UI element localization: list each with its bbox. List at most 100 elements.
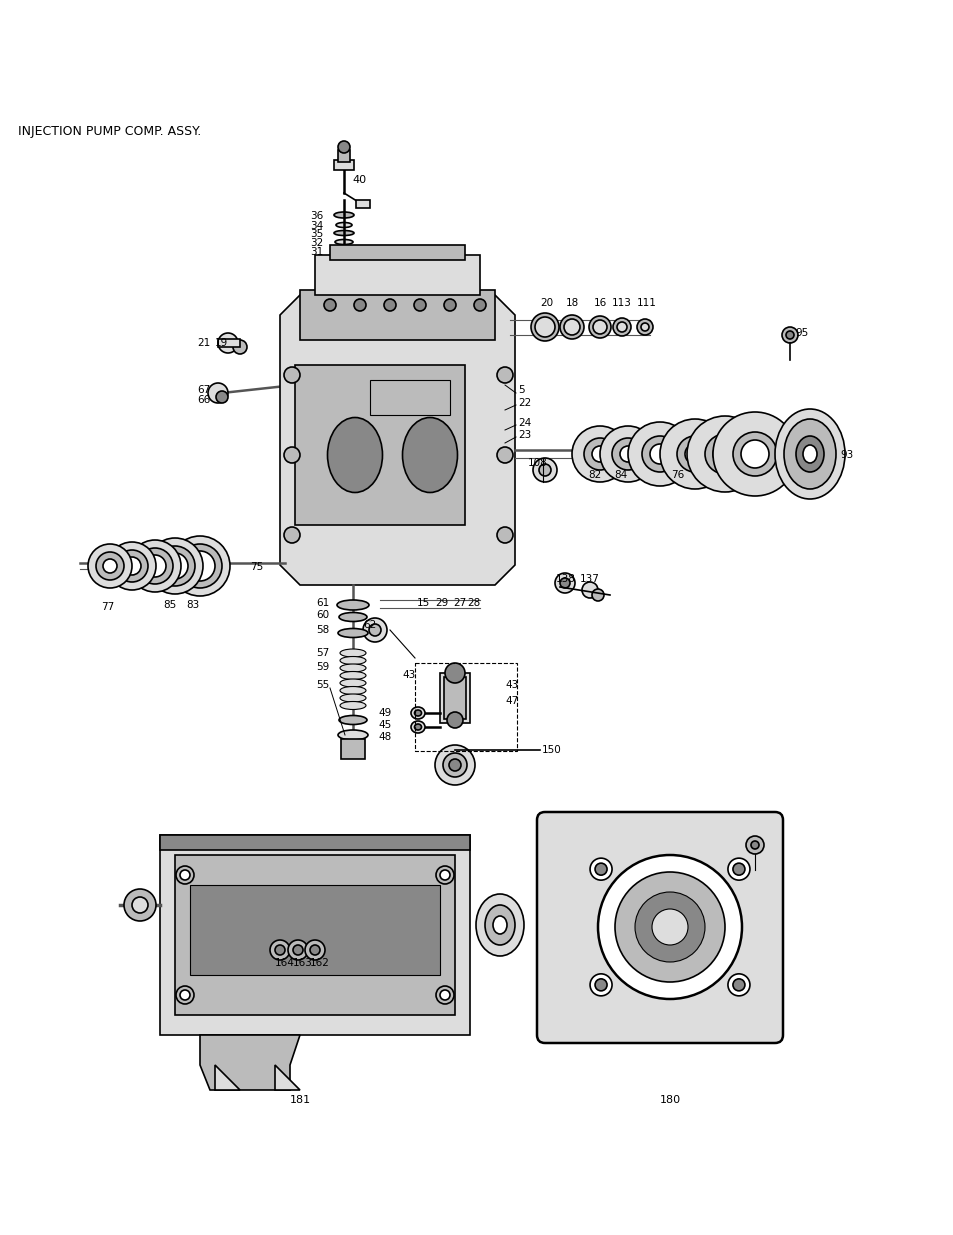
Circle shape — [497, 367, 513, 383]
Circle shape — [612, 438, 643, 471]
Circle shape — [615, 872, 724, 982]
Text: 76: 76 — [670, 471, 683, 480]
Circle shape — [583, 438, 616, 471]
Circle shape — [745, 836, 763, 853]
Text: 162: 162 — [310, 958, 330, 968]
Circle shape — [727, 974, 749, 995]
Circle shape — [686, 416, 762, 492]
Circle shape — [635, 892, 704, 962]
Text: 180: 180 — [659, 1095, 679, 1105]
Circle shape — [215, 391, 228, 403]
Circle shape — [559, 315, 583, 338]
Text: 43: 43 — [402, 671, 416, 680]
Circle shape — [474, 299, 485, 311]
Ellipse shape — [411, 721, 424, 734]
Circle shape — [619, 446, 636, 462]
Text: 31: 31 — [310, 247, 323, 257]
Text: 23: 23 — [517, 430, 531, 440]
Circle shape — [640, 324, 648, 331]
Ellipse shape — [337, 730, 368, 740]
Text: 82: 82 — [587, 471, 600, 480]
Ellipse shape — [338, 715, 367, 725]
Text: 55: 55 — [315, 680, 329, 690]
Circle shape — [581, 582, 598, 598]
Ellipse shape — [339, 672, 366, 679]
Ellipse shape — [339, 650, 366, 657]
Text: 29: 29 — [435, 598, 448, 608]
Text: 15: 15 — [416, 598, 430, 608]
Text: 47: 47 — [504, 697, 517, 706]
Bar — [190, 885, 439, 974]
Text: INJECTION PUMP COMP. ASSY.: INJECTION PUMP COMP. ASSY. — [18, 125, 201, 138]
Circle shape — [436, 986, 454, 1004]
Circle shape — [363, 618, 387, 642]
Bar — [337, 149, 350, 162]
Ellipse shape — [339, 687, 366, 694]
Ellipse shape — [335, 240, 353, 245]
FancyBboxPatch shape — [537, 811, 782, 1044]
Ellipse shape — [327, 417, 382, 493]
Ellipse shape — [339, 664, 366, 672]
Circle shape — [712, 412, 796, 496]
Circle shape — [750, 841, 759, 848]
Circle shape — [439, 869, 450, 881]
Ellipse shape — [339, 657, 366, 664]
Text: 16: 16 — [594, 298, 607, 308]
Circle shape — [270, 940, 290, 960]
Bar — [443, 677, 465, 719]
Circle shape — [170, 536, 230, 597]
Circle shape — [185, 551, 214, 580]
Ellipse shape — [334, 231, 354, 236]
Circle shape — [274, 945, 285, 955]
Circle shape — [588, 316, 610, 338]
Circle shape — [293, 945, 303, 955]
Circle shape — [649, 445, 669, 464]
Bar — [340, 739, 365, 760]
Circle shape — [284, 447, 299, 463]
Text: ISUZU C240 ---INJECTION PUMP COMP. ASSY.: ISUZU C240 ---INJECTION PUMP COMP. ASSY. — [150, 35, 803, 61]
Circle shape — [712, 442, 737, 466]
Circle shape — [147, 538, 203, 594]
Circle shape — [96, 552, 124, 580]
Circle shape — [180, 990, 190, 1000]
Bar — [218, 338, 240, 347]
Circle shape — [280, 920, 310, 950]
Text: 57: 57 — [315, 648, 329, 658]
Circle shape — [677, 436, 712, 472]
Circle shape — [233, 340, 247, 354]
Bar — [330, 245, 464, 261]
Circle shape — [595, 863, 606, 876]
Text: 137: 137 — [579, 574, 599, 584]
Text: 28: 28 — [467, 598, 479, 608]
Text: 49: 49 — [377, 708, 391, 718]
Circle shape — [598, 855, 741, 999]
Text: 35: 35 — [310, 228, 323, 240]
Circle shape — [627, 422, 691, 487]
Circle shape — [369, 624, 380, 636]
Text: 5: 5 — [517, 385, 524, 395]
Bar — [294, 366, 464, 525]
Ellipse shape — [414, 710, 421, 716]
Text: 83: 83 — [186, 600, 199, 610]
Bar — [160, 835, 470, 1035]
Circle shape — [337, 141, 350, 153]
Text: 84: 84 — [614, 471, 626, 480]
Circle shape — [559, 578, 569, 588]
Circle shape — [218, 333, 237, 353]
Circle shape — [443, 299, 456, 311]
Text: 75: 75 — [250, 562, 263, 572]
Text: 181: 181 — [289, 1095, 311, 1105]
Circle shape — [310, 945, 319, 955]
Circle shape — [740, 440, 768, 468]
Circle shape — [270, 910, 319, 960]
Text: 43: 43 — [504, 680, 517, 690]
Text: 150: 150 — [541, 745, 561, 755]
Circle shape — [684, 445, 704, 464]
Bar — [439, 673, 470, 722]
Circle shape — [641, 436, 678, 472]
Ellipse shape — [795, 436, 823, 472]
Ellipse shape — [337, 629, 368, 637]
Bar — [299, 290, 495, 340]
Text: 40: 40 — [352, 175, 366, 185]
Text: 138: 138 — [556, 574, 576, 584]
